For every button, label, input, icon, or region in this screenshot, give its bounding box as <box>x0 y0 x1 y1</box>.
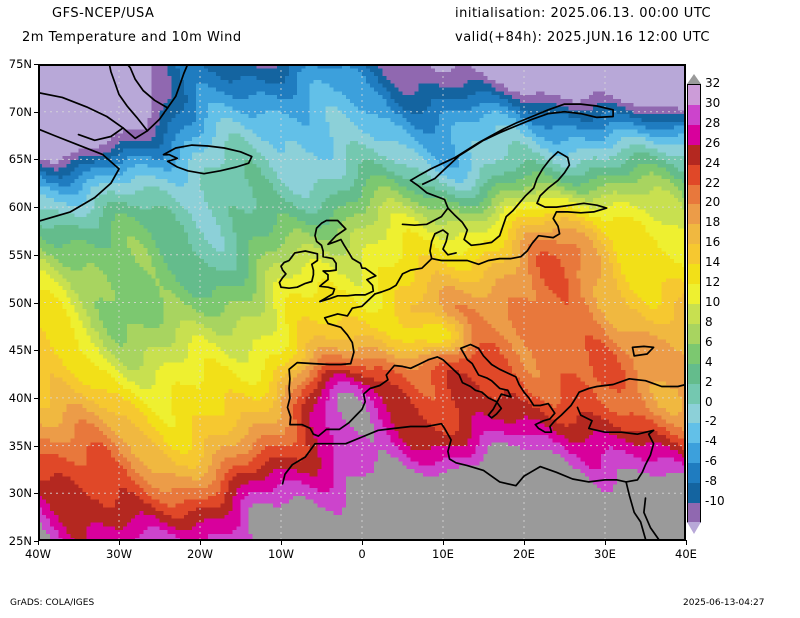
x-tick-mark <box>119 540 120 545</box>
colorbar-tick-label: -4 <box>705 434 717 448</box>
colorbar-tick-label: 26 <box>705 136 720 150</box>
field-title: 2m Temperature and 10m Wind <box>22 30 242 45</box>
timestamp-text: 2025-06-13-04:27 <box>683 598 765 608</box>
colorbar-tick-label: 14 <box>705 255 720 269</box>
colorbar-tick-label: -8 <box>705 474 717 488</box>
y-tick-mark <box>34 111 39 113</box>
colorbar-below-min-cap <box>687 522 701 534</box>
x-tick-mark <box>686 540 687 545</box>
y-tick-label: 60N <box>0 200 32 214</box>
colorbar-tick-label: -6 <box>705 454 717 468</box>
x-tick-label: 40W <box>16 547 60 561</box>
colorbar-tick-label: 12 <box>705 275 720 289</box>
y-tick-label: 70N <box>0 105 32 119</box>
colorbar-band <box>687 203 701 225</box>
temperature-heatmap <box>38 64 686 541</box>
colorbar-band <box>687 183 701 205</box>
y-tick-label: 45N <box>0 343 32 357</box>
x-tick-mark <box>38 540 39 545</box>
colorbar-tick-label: 18 <box>705 215 720 229</box>
y-tick-mark <box>34 493 39 495</box>
x-tick-label: 30E <box>583 547 627 561</box>
colorbar-band <box>687 402 701 424</box>
colorbar-above-max-cap <box>687 74 701 84</box>
y-tick-label: 35N <box>0 439 32 453</box>
y-tick-mark <box>34 397 39 399</box>
x-tick-label: 0 <box>340 547 384 561</box>
credit-text: GrADS: COLA/IGES <box>10 598 94 608</box>
y-tick-mark <box>34 541 39 542</box>
colorbar-band <box>687 263 701 285</box>
colorbar-tick-label: 28 <box>705 116 720 130</box>
colorbar-band <box>687 502 701 523</box>
valid-time: valid(+84h): 2025.JUN.16 12:00 UTC <box>455 30 710 45</box>
y-tick-mark <box>34 302 39 304</box>
x-tick-label: 20W <box>178 547 222 561</box>
y-tick-mark <box>34 350 39 352</box>
colorbar-band <box>687 123 701 145</box>
y-tick-label: 40N <box>0 391 32 405</box>
colorbar-tick-label: -2 <box>705 414 717 428</box>
y-tick-label: 25N <box>0 534 32 548</box>
x-tick-label: 40E <box>664 547 708 561</box>
x-tick-mark <box>281 540 282 545</box>
colorbar-tick-label: 16 <box>705 235 720 249</box>
colorbar-band <box>687 84 701 105</box>
temperature-colorbar <box>687 74 701 534</box>
y-tick-label: 30N <box>0 486 32 500</box>
y-tick-mark <box>34 254 39 256</box>
x-tick-label: 30W <box>97 547 141 561</box>
colorbar-band <box>687 482 701 504</box>
colorbar-tick-label: 24 <box>705 156 720 170</box>
y-tick-mark <box>34 445 39 447</box>
colorbar-band <box>687 382 701 404</box>
colorbar-band <box>687 283 701 304</box>
x-tick-mark <box>524 540 525 545</box>
colorbar-tick-label: -10 <box>705 494 725 508</box>
x-tick-label: 10W <box>259 547 303 561</box>
colorbar-band <box>687 223 701 245</box>
colorbar-band <box>687 103 701 125</box>
colorbar-band <box>687 143 701 165</box>
colorbar-band <box>687 442 701 464</box>
y-tick-label: 65N <box>0 152 32 166</box>
colorbar-tick-label: 20 <box>705 195 720 209</box>
x-tick-label: 20E <box>502 547 546 561</box>
x-tick-mark <box>605 540 606 545</box>
colorbar-tick-label: 10 <box>705 295 720 309</box>
map-plot-area <box>38 64 686 541</box>
colorbar-band <box>687 422 701 444</box>
colorbar-tick-label: 6 <box>705 335 713 349</box>
colorbar-band <box>687 342 701 364</box>
model-title: GFS-NCEP/USA <box>52 6 154 21</box>
colorbar-band <box>687 303 701 324</box>
x-tick-mark <box>362 540 363 545</box>
colorbar-tick-label: 22 <box>705 176 720 190</box>
colorbar-tick-label: 30 <box>705 96 720 110</box>
y-tick-label: 75N <box>0 57 32 71</box>
y-tick-label: 50N <box>0 296 32 310</box>
colorbar-band <box>687 322 701 344</box>
x-tick-label: 10E <box>421 547 465 561</box>
colorbar-band <box>687 462 701 484</box>
colorbar-band <box>687 362 701 384</box>
colorbar-tick-label: 4 <box>705 355 713 369</box>
initialisation-time: initialisation: 2025.06.13. 00:00 UTC <box>455 6 711 21</box>
y-tick-label: 55N <box>0 248 32 262</box>
colorbar-tick-label: 8 <box>705 315 713 329</box>
y-tick-mark <box>34 207 39 209</box>
y-tick-mark <box>34 159 39 161</box>
colorbar-tick-label: 2 <box>705 375 713 389</box>
colorbar-band <box>687 163 701 185</box>
x-tick-mark <box>200 540 201 545</box>
colorbar-tick-label: 0 <box>705 395 713 409</box>
colorbar-tick-label: 32 <box>705 76 720 90</box>
colorbar-band <box>687 243 701 265</box>
y-tick-mark <box>34 64 39 65</box>
x-tick-mark <box>443 540 444 545</box>
